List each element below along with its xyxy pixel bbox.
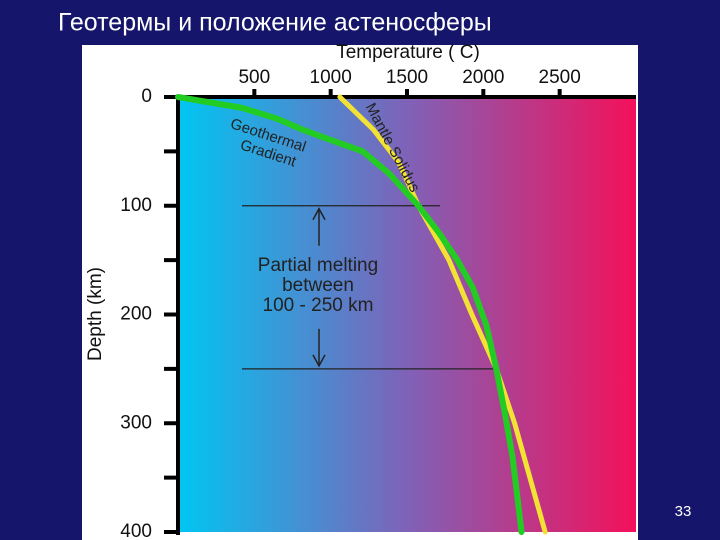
y-tick-label: 200 (120, 304, 152, 325)
x-tick-label: 2000 (462, 67, 504, 88)
annotation-text: Partial melting (258, 255, 378, 276)
arrow-head (312, 207, 326, 221)
slide-title: Геотермы и положение астеносферы (58, 9, 492, 37)
y-axis-label: Depth (km) (85, 267, 106, 361)
y-tick-label: 300 (120, 412, 152, 433)
series-line (337, 94, 548, 535)
x-tick-label: 500 (238, 67, 270, 88)
x-tick-label: 1000 (310, 67, 352, 88)
plot-area (178, 97, 636, 532)
y-tick-label: 0 (141, 86, 152, 107)
annotation-text: 100 - 250 km (263, 295, 374, 316)
arrow-head (312, 354, 326, 368)
page-number: 33 (675, 503, 692, 520)
x-axis-label: Temperature ( C) (336, 42, 480, 63)
annotation-text: between (282, 275, 354, 296)
x-tick-label: 2500 (539, 67, 581, 88)
y-tick-label: 100 (120, 195, 152, 216)
x-tick-label: 1500 (386, 67, 428, 88)
y-tick-label: 400 (120, 521, 152, 540)
series-line (175, 94, 525, 535)
